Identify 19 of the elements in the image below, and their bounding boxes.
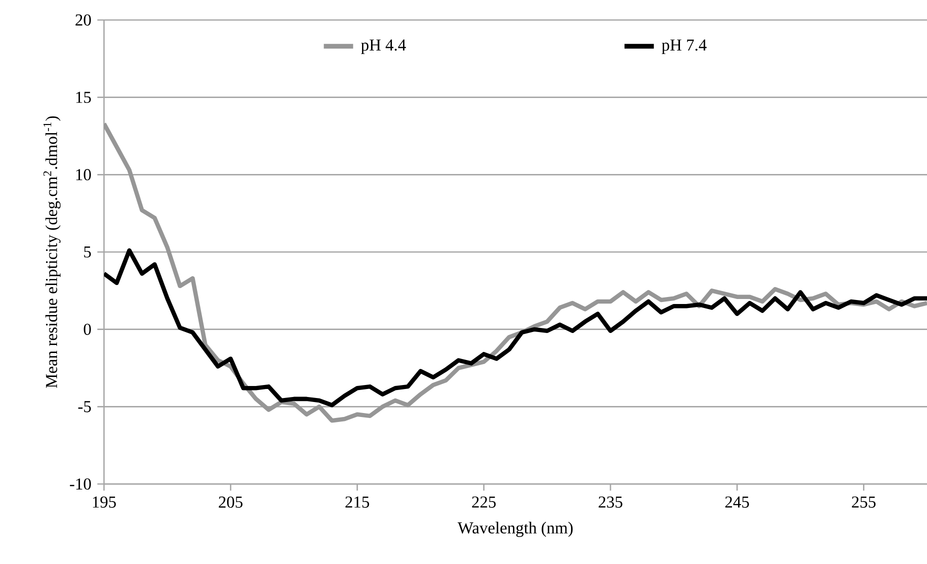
x-tick-label: 225 — [472, 496, 496, 508]
x-tick-label: 215 — [345, 496, 370, 508]
x-tick-label: 255 — [852, 496, 876, 508]
legend-label: pH 7.4 — [662, 40, 707, 54]
y-tick-label: 5 — [84, 246, 91, 258]
x-tick-label: 205 — [218, 496, 242, 508]
y-tick-label: -10 — [70, 478, 91, 490]
x-tick-label: 245 — [725, 496, 749, 508]
y-axis-title: Mean residue elipticity (deg.cm$^{2}$.dmol$^{-1}$) — [43, 116, 61, 388]
x-tick-label: 235 — [598, 496, 622, 508]
legend-label: pH 4.4 — [361, 40, 406, 54]
y-tick-label: 15 — [76, 92, 91, 103]
x-tick-label: 195 — [92, 496, 116, 508]
y-tick-label: 0 — [84, 324, 91, 335]
line-series — [104, 248, 927, 408]
y-tick-label: 20 — [76, 14, 91, 26]
y-tick-label: 10 — [76, 169, 91, 180]
x-axis-title: Wavelength (nm) — [458, 522, 573, 537]
y-tick-label: -5 — [78, 401, 91, 412]
